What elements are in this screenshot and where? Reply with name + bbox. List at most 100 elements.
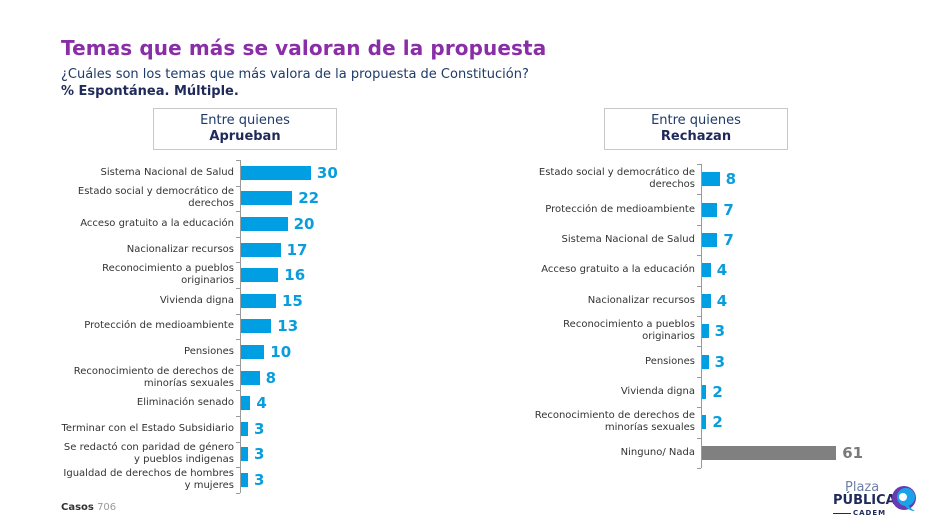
- y-axis-tick: [697, 437, 701, 439]
- y-axis-tick: [697, 376, 701, 378]
- data-label: 4: [716, 291, 728, 310]
- plaza-publica-cadem-logo: Plaza PÚBLICA CADEM: [833, 480, 923, 520]
- category-label: Vivienda digna: [620, 386, 695, 397]
- data-label: 7: [723, 231, 734, 249]
- aprueban-header: Entre quienes Aprueban: [153, 108, 337, 150]
- y-axis-tick: [236, 288, 240, 289]
- y-axis-tick: [236, 313, 240, 315]
- y-axis-tick: [236, 339, 240, 341]
- bar: [702, 445, 837, 460]
- category-label: Reconocimiento a pueblos originarios: [102, 263, 234, 287]
- logo-rule: [833, 513, 851, 514]
- data-label: 8: [725, 170, 737, 189]
- bar: [241, 242, 281, 257]
- category-label: Sistema Nacional de Salud: [100, 166, 234, 178]
- data-label: 22: [298, 189, 320, 208]
- data-label: 3: [253, 419, 265, 438]
- data-label: 10: [270, 343, 292, 361]
- logo-line2: PÚBLICA: [833, 493, 896, 508]
- category-label: Reconocimiento de derechos de minorías s…: [73, 365, 234, 389]
- bar: [702, 415, 707, 430]
- y-axis-tick: [236, 160, 240, 161]
- page-subtitle: ¿Cuáles son los temas que más valora de …: [61, 67, 529, 82]
- aprueban-header-line1: Entre quienes: [200, 113, 290, 128]
- data-label: 4: [256, 394, 267, 413]
- y-axis-tick: [697, 346, 701, 348]
- category-label: Se redactó con paridad de género y puebl…: [63, 442, 234, 466]
- data-label: 20: [293, 215, 315, 233]
- category-label: Acceso gratuito a la educación: [80, 218, 234, 229]
- y-axis-tick: [697, 316, 701, 317]
- y-axis: [240, 160, 241, 493]
- y-axis-tick: [236, 441, 240, 443]
- y-axis-tick: [236, 492, 240, 494]
- y-axis-tick: [236, 390, 240, 392]
- category-label: Acceso gratuito a la educación: [541, 264, 695, 276]
- category-label: Protección de medioambiente: [84, 320, 234, 332]
- y-axis-tick: [236, 467, 240, 469]
- bar: [702, 233, 718, 247]
- y-axis-tick: [697, 194, 701, 196]
- y-axis-tick: [236, 211, 240, 213]
- category-label: Sistema Nacional de Salud: [561, 234, 695, 245]
- y-axis-tick: [236, 416, 240, 417]
- casos-footer: Casos 706: [61, 502, 116, 513]
- rechazan-header-line2: Rechazan: [660, 129, 732, 144]
- y-axis-tick: [697, 224, 701, 226]
- logo-line1: Plaza: [845, 480, 880, 495]
- question-note: % Espontánea. Múltiple.: [61, 84, 239, 99]
- data-label: 3: [714, 322, 726, 341]
- bar: [702, 354, 709, 369]
- category-label: Reconocimiento de derechos de minorías s…: [534, 410, 695, 434]
- bar: [241, 473, 248, 487]
- data-label: 3: [253, 445, 265, 464]
- y-axis-tick: [697, 255, 701, 257]
- bar: [241, 396, 251, 411]
- category-label: Pensiones: [184, 346, 234, 357]
- casos-value: 706: [97, 502, 117, 513]
- category-label: Nacionalizar recursos: [587, 294, 695, 306]
- data-label: 2: [712, 383, 723, 401]
- data-label: 2: [712, 413, 723, 432]
- logo-line3: CADEM: [853, 509, 887, 517]
- category-label: Protección de medioambiente: [545, 203, 695, 215]
- data-label: 61: [842, 443, 864, 462]
- data-label: 7: [723, 200, 734, 219]
- bar: [702, 293, 711, 308]
- bar: [702, 172, 720, 187]
- data-label: 13: [277, 317, 299, 336]
- y-axis-tick: [236, 364, 240, 366]
- data-label: 3: [714, 352, 726, 371]
- page-title: Temas que más se valoran de la propuesta: [61, 36, 547, 60]
- y-axis: [701, 164, 702, 468]
- rechazan-header: Entre quienes Rechazan: [604, 108, 788, 150]
- category-label: Estado social y democrático de derechos: [77, 186, 234, 210]
- y-axis-tick: [697, 285, 701, 287]
- data-label: 15: [281, 291, 303, 310]
- bar: [241, 191, 293, 206]
- y-axis-tick: [236, 236, 240, 238]
- category-label: Reconocimiento a pueblos originarios: [563, 319, 695, 343]
- y-axis-tick: [697, 407, 701, 409]
- category-label: Terminar con el Estado Subsidiario: [61, 422, 234, 434]
- category-label: Ninguno/ Nada: [620, 446, 695, 458]
- bar: [241, 268, 279, 283]
- bar: [702, 324, 709, 339]
- data-label: 3: [253, 471, 265, 489]
- bar: [702, 385, 707, 399]
- category-label: Igualdad de derechos de hombres y mujere…: [63, 468, 234, 491]
- bar: [241, 293, 276, 308]
- y-axis-tick: [236, 185, 240, 187]
- aprueban-header-line2: Aprueban: [209, 129, 281, 144]
- category-label: Eliminación senado: [136, 397, 234, 409]
- bar: [241, 217, 288, 231]
- category-label: Nacionalizar recursos: [126, 243, 234, 255]
- bar: [241, 370, 260, 385]
- data-label: 4: [716, 261, 728, 280]
- y-axis-tick: [697, 468, 701, 469]
- data-label: 8: [265, 368, 277, 387]
- y-axis-tick: [697, 164, 701, 165]
- category-label: Estado social y democrático de derechos: [538, 167, 695, 191]
- data-label: 16: [284, 266, 306, 285]
- bar: [241, 345, 265, 359]
